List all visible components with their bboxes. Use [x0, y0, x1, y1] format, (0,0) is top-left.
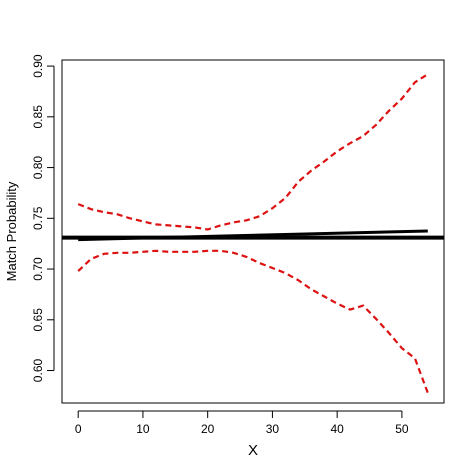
y-axis-title: Match Probability — [4, 181, 19, 281]
y-tick-label: 0.70 — [31, 257, 45, 281]
y-tick-label: 0.75 — [31, 206, 45, 230]
x-tick-label: 30 — [266, 422, 280, 436]
x-tick-label: 50 — [395, 422, 409, 436]
x-tick-label: 20 — [201, 422, 215, 436]
upper-band-line — [77, 73, 429, 231]
axes-layer: 0 10 20 30 40 50 0.60 0.65 0.70 0.75 0.80 0.85 0.90 — [31, 54, 445, 436]
x-axis-title: X — [248, 442, 258, 459]
y-tick-label: 0.60 — [31, 358, 45, 382]
x-tick-label: 0 — [75, 422, 82, 436]
x-tick-label: 10 — [136, 422, 150, 436]
x-tick-label: 40 — [330, 422, 344, 436]
y-tick-label: 0.85 — [31, 105, 45, 129]
y-tick-label: 0.90 — [31, 54, 45, 78]
plot-layer — [62, 73, 444, 394]
lower-band-line — [77, 249, 429, 394]
plot-frame — [61, 59, 445, 404]
y-tick-label: 0.65 — [31, 308, 45, 332]
y-tick-label: 0.80 — [31, 156, 45, 180]
